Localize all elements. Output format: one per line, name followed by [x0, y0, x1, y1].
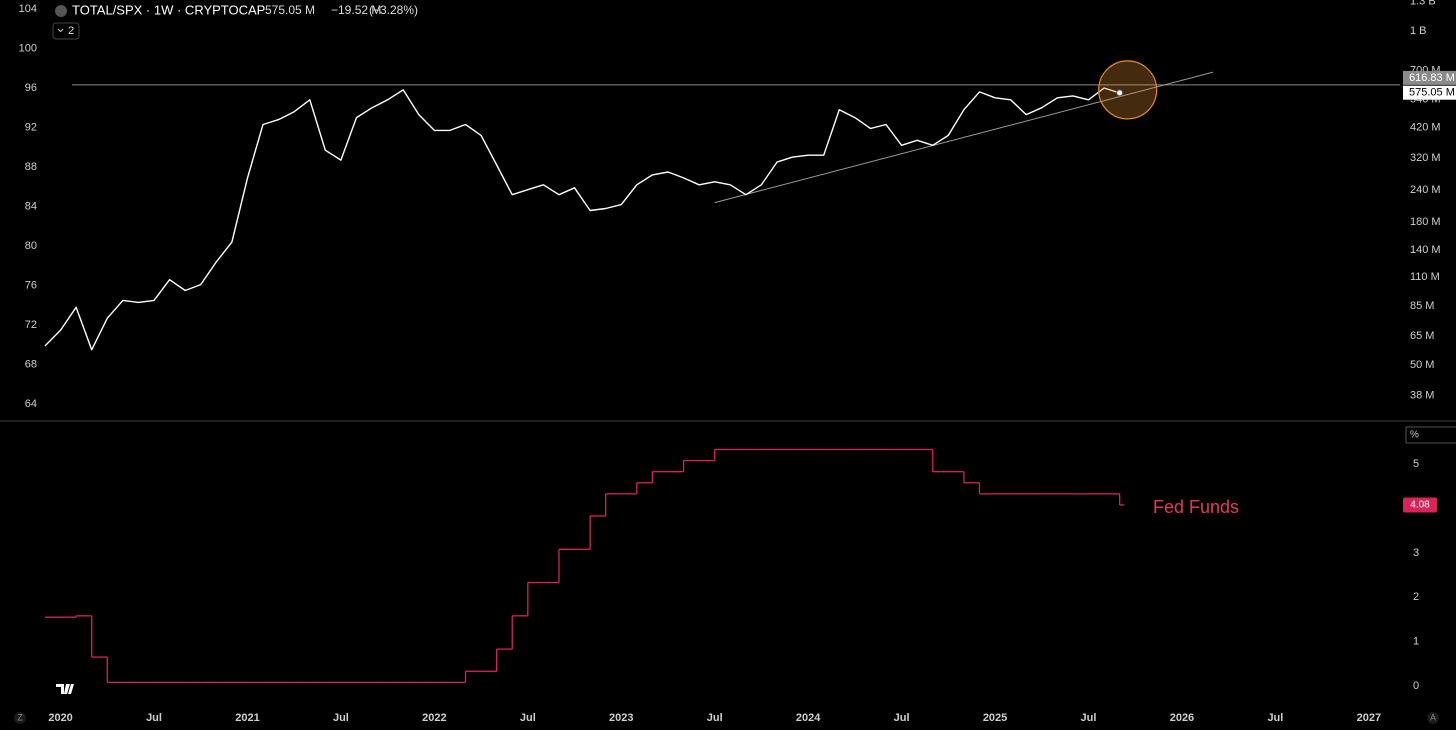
scale-button-label[interactable]: Z: [17, 712, 23, 722]
y-tick-label: 76: [25, 280, 37, 292]
y2-tick-label: 420 M: [1410, 122, 1441, 134]
y2-tick-label: 110 M: [1410, 271, 1440, 283]
highlight: [1098, 60, 1158, 120]
y-tick-label: 104: [19, 3, 37, 15]
symbol-icon: [55, 5, 67, 17]
y2-tick-label: 5: [1413, 458, 1419, 470]
y2-tick-label: 1.3 B: [1410, 0, 1436, 8]
y2-tick-label: 50 M: [1410, 359, 1434, 371]
y2-tick-label: 140 M: [1410, 244, 1441, 256]
symbol-name: TOTAL/SPX · 1W · CRYPTOCAP: [72, 2, 265, 17]
y-tick-label: 80: [25, 240, 37, 252]
legend-change: −19.52 M: [331, 3, 381, 17]
y-tick-label: 88: [25, 161, 37, 173]
x-tick-label: 2024: [796, 712, 821, 724]
x-tick-label: Jul: [894, 712, 910, 724]
y2-tick-label: 38 M: [1410, 390, 1434, 402]
legend-change-pct: (−3.28%): [369, 3, 418, 17]
scale-button[interactable]: [14, 712, 26, 724]
unit-label: %: [1410, 430, 1419, 441]
x-tick-label: 2020: [48, 712, 72, 724]
x-tick-label: Jul: [1081, 712, 1097, 724]
y-tick-label: 72: [25, 319, 37, 331]
x-tick-label: Jul: [1267, 712, 1283, 724]
x-tick-label: 2025: [983, 712, 1007, 724]
badge[interactable]: [52, 22, 80, 40]
price-label: 4.08: [1410, 500, 1430, 511]
y2-tick-label: 240 M: [1410, 184, 1441, 196]
line: [44, 87, 1120, 351]
scale-button-label[interactable]: A: [1430, 712, 1436, 722]
y2-tick-label: 320 M: [1410, 152, 1441, 164]
last-price-label: 575.05 M: [1409, 87, 1455, 99]
badge-chevron: [57, 28, 64, 33]
x-tick-label: 2027: [1357, 712, 1381, 724]
y-tick-label: 68: [25, 359, 37, 371]
legend-last: 575.05 M: [265, 3, 315, 17]
x-tick-label: 2026: [1170, 712, 1194, 724]
scale-button[interactable]: [1427, 712, 1439, 724]
price-label-box: [1403, 497, 1437, 513]
last-point: [1116, 89, 1124, 97]
y2-tick-label: 65 M: [1410, 330, 1434, 342]
y2-tick-label: 85 M: [1410, 300, 1434, 312]
y2-tick-label: 2: [1413, 591, 1419, 603]
logo: [56, 684, 74, 694]
x-tick-label: 2021: [235, 712, 259, 724]
y2-tick-label: 180 M: [1410, 216, 1441, 228]
y-tick-label: 96: [25, 82, 37, 94]
x-tick-label: Jul: [333, 712, 349, 724]
unit-box[interactable]: [1405, 426, 1456, 444]
hline-label: 616.83 M: [1409, 72, 1455, 84]
y2-tick-label: 1: [1413, 635, 1419, 647]
x-tick-label: Jul: [520, 712, 536, 724]
y-tick-label: 64: [25, 398, 37, 410]
badge-count[interactable]: 2: [68, 25, 74, 37]
x-tick-label: Jul: [146, 712, 162, 724]
y-tick-label: 100: [19, 42, 37, 54]
x-tick-label: 2022: [422, 712, 446, 724]
y2-tick-label: 0: [1413, 680, 1419, 692]
y-tick-label: 92: [25, 121, 37, 133]
x-tick-label: 2023: [609, 712, 633, 724]
annotation: Fed Funds: [1153, 497, 1239, 517]
y-tick-label: 84: [25, 200, 37, 212]
last-price-box: [1403, 85, 1456, 100]
y2-tick-label: 3: [1413, 547, 1419, 559]
hline-label-box: [1403, 70, 1456, 85]
y2-tick-label: 1 B: [1410, 25, 1427, 37]
x-tick-label: Jul: [707, 712, 723, 724]
trendline: [714, 71, 1214, 204]
